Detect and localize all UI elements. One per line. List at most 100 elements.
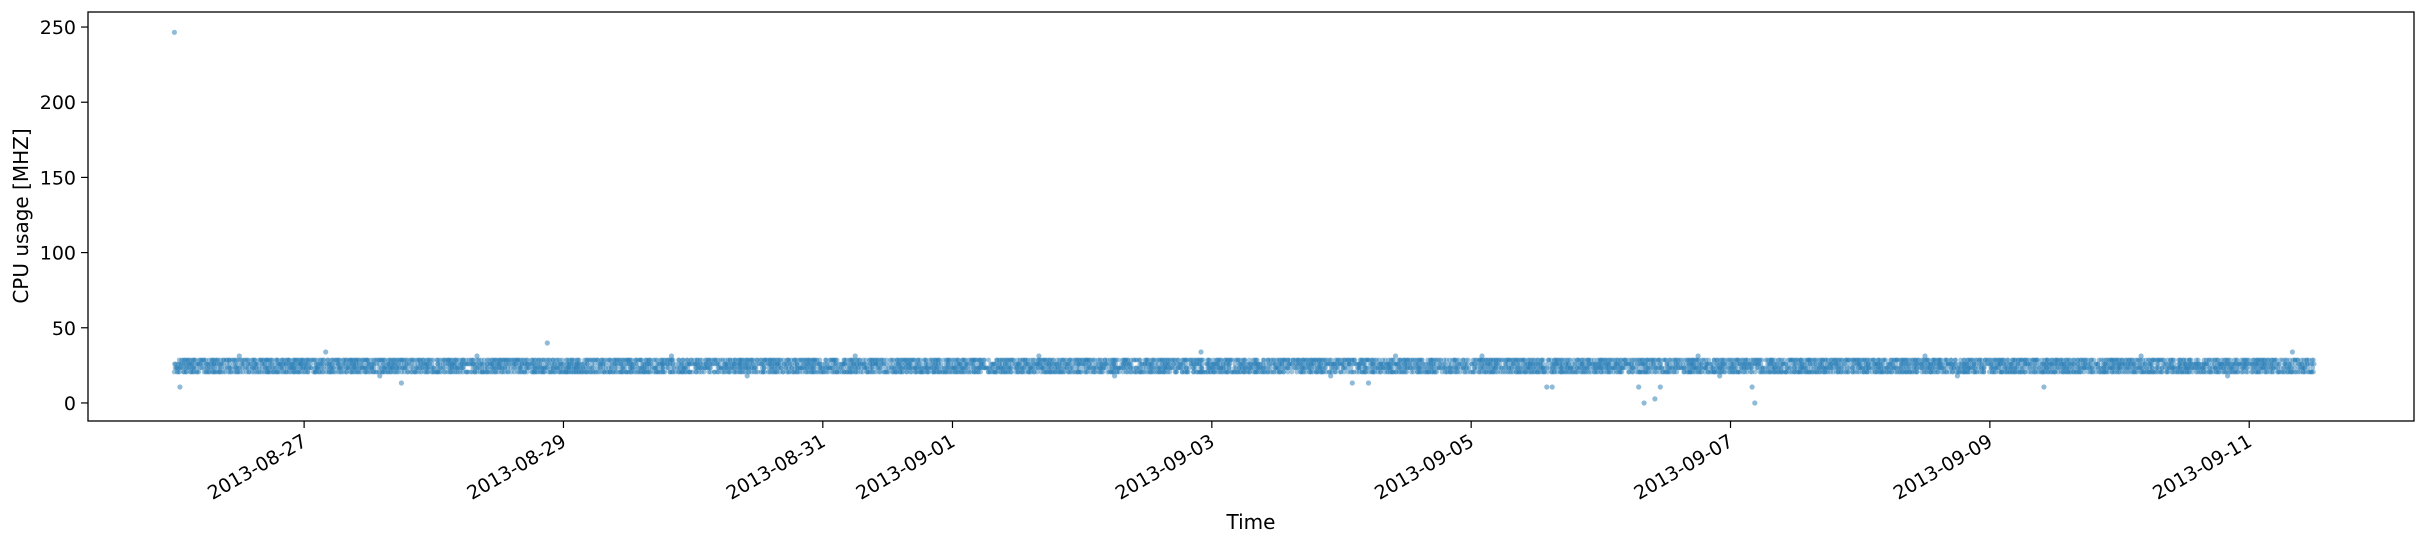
data-point bbox=[286, 365, 292, 371]
data-point bbox=[393, 357, 398, 363]
data-point bbox=[290, 369, 296, 375]
data-point bbox=[210, 357, 216, 363]
data-point bbox=[218, 357, 224, 363]
data-point bbox=[335, 361, 341, 367]
data-point bbox=[354, 369, 359, 375]
data-point bbox=[407, 357, 413, 363]
data-point bbox=[293, 357, 298, 363]
data-point bbox=[350, 357, 355, 363]
data-point bbox=[303, 369, 308, 375]
data-point bbox=[1185, 369, 1191, 375]
data-point bbox=[420, 357, 426, 363]
data-point bbox=[295, 361, 301, 367]
data-point bbox=[420, 361, 426, 367]
data-point bbox=[349, 361, 355, 367]
data-point bbox=[315, 365, 321, 371]
data-point bbox=[301, 365, 307, 371]
data-point bbox=[351, 361, 357, 367]
data-point bbox=[245, 361, 251, 367]
data-point bbox=[281, 357, 287, 363]
data-point bbox=[434, 357, 440, 363]
data-point bbox=[186, 365, 192, 371]
data-point bbox=[362, 357, 368, 363]
data-point bbox=[229, 357, 235, 363]
data-point bbox=[403, 365, 408, 371]
outlier-point bbox=[2225, 373, 2231, 379]
data-point bbox=[315, 361, 321, 367]
data-point bbox=[304, 365, 309, 371]
data-point bbox=[407, 361, 412, 367]
data-point bbox=[1100, 369, 1106, 375]
data-point bbox=[249, 365, 255, 371]
data-point bbox=[429, 365, 435, 371]
data-point bbox=[396, 357, 402, 363]
data-point bbox=[351, 365, 357, 371]
data-point bbox=[417, 361, 423, 367]
data-point bbox=[303, 365, 309, 371]
data-point bbox=[194, 369, 199, 375]
data-point bbox=[391, 369, 396, 375]
data-point bbox=[353, 357, 359, 363]
data-point bbox=[265, 357, 271, 363]
data-point bbox=[337, 361, 343, 367]
data-point bbox=[295, 369, 300, 375]
data-point bbox=[415, 365, 421, 371]
data-point bbox=[211, 361, 217, 367]
outlier-point bbox=[1112, 373, 1118, 379]
data-point bbox=[2311, 357, 2316, 363]
outlier-point bbox=[1549, 384, 1555, 390]
data-point bbox=[366, 361, 371, 367]
data-point bbox=[294, 365, 300, 371]
data-point bbox=[311, 357, 316, 363]
outlier-point bbox=[1328, 373, 1334, 379]
data-point bbox=[424, 365, 430, 371]
data-point bbox=[250, 357, 256, 363]
data-point bbox=[275, 357, 281, 363]
data-point bbox=[427, 357, 432, 363]
data-point bbox=[391, 357, 397, 363]
outlier-point bbox=[1695, 353, 1701, 359]
data-point bbox=[388, 357, 394, 363]
data-point bbox=[239, 361, 245, 367]
data-point bbox=[346, 357, 352, 363]
data-point bbox=[356, 365, 362, 371]
data-point bbox=[186, 361, 192, 367]
data-point bbox=[256, 357, 262, 363]
data-point bbox=[382, 365, 387, 371]
data-point bbox=[256, 369, 261, 375]
data-point bbox=[311, 369, 316, 375]
data-point bbox=[328, 357, 334, 363]
y-axis-label: CPU usage [MHZ] bbox=[9, 128, 33, 303]
data-point bbox=[216, 369, 222, 375]
data-point bbox=[1281, 369, 1287, 375]
data-point bbox=[385, 361, 390, 367]
data-point bbox=[371, 365, 377, 371]
data-point bbox=[413, 365, 419, 371]
data-point bbox=[399, 369, 404, 375]
data-point bbox=[201, 357, 206, 363]
data-point bbox=[321, 365, 326, 371]
data-point bbox=[306, 361, 311, 367]
data-point bbox=[1466, 357, 1471, 363]
data-point bbox=[213, 357, 219, 363]
data-point bbox=[228, 369, 234, 375]
data-point bbox=[237, 365, 243, 371]
y-tick-label: 150 bbox=[40, 167, 76, 189]
data-point bbox=[340, 361, 346, 367]
data-point bbox=[356, 361, 362, 367]
data-point bbox=[299, 357, 304, 363]
data-point bbox=[252, 357, 258, 363]
data-point bbox=[419, 365, 425, 371]
data-point bbox=[328, 369, 334, 375]
outlier-point bbox=[852, 353, 858, 359]
data-point bbox=[191, 365, 196, 371]
data-point bbox=[401, 361, 407, 367]
data-point bbox=[817, 357, 823, 363]
y-tick-label: 0 bbox=[64, 393, 76, 415]
outlier-point bbox=[236, 353, 242, 359]
data-point bbox=[263, 357, 269, 363]
data-point bbox=[390, 361, 395, 367]
data-point bbox=[368, 357, 374, 363]
data-point bbox=[345, 365, 351, 371]
data-point bbox=[215, 365, 221, 371]
